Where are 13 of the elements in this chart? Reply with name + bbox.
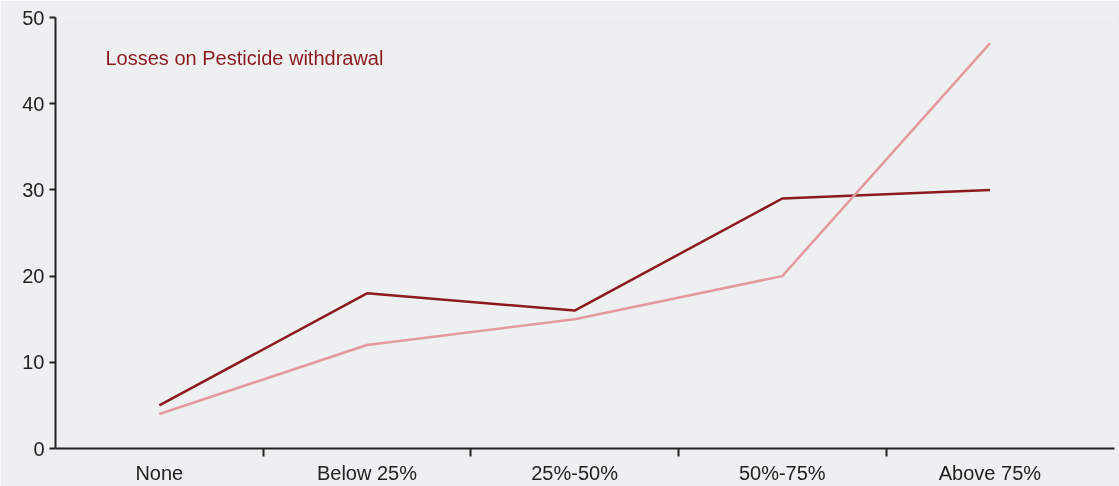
y-tick-label: 50: [22, 6, 45, 29]
x-tick-label: 25%-50%: [531, 461, 619, 484]
y-tick-label: 30: [22, 178, 45, 201]
y-tick-label: 10: [22, 351, 45, 374]
x-tick-label: Below 25%: [316, 461, 418, 484]
x-tick-label: None: [135, 461, 184, 484]
y-tick-label: 20: [22, 265, 45, 288]
x-tick-label: Above 75%: [938, 461, 1042, 484]
y-tick-label: 0: [33, 437, 45, 460]
y-tick-label: 40: [22, 92, 45, 115]
line-series: [158, 188, 992, 407]
text: Losses on Pesticide withdrawal: [105, 46, 384, 69]
x-tick-label: 50%-75%: [738, 461, 826, 484]
